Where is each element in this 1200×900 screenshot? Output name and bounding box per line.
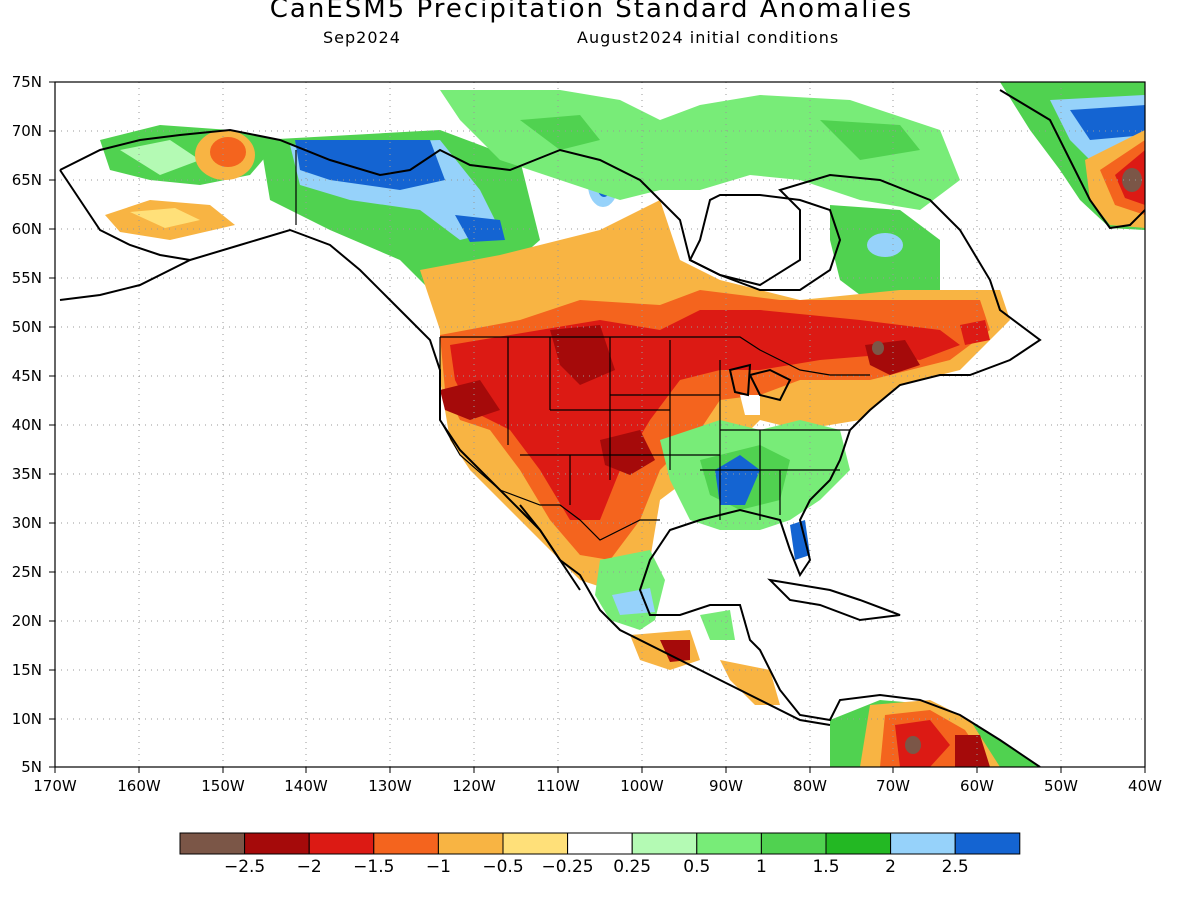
lat-label: 30N	[12, 514, 42, 532]
colorbar-swatch	[954, 832, 1021, 855]
lat-label: 15N	[12, 661, 42, 679]
colorbar-swatch	[825, 832, 892, 855]
lon-label: 150W	[201, 777, 245, 795]
longitude-labels: 170W 160W 150W 140W 130W 120W 110W 100W …	[33, 777, 1162, 795]
colorbar-swatch	[373, 832, 439, 855]
colorbar-label: −2.5	[224, 857, 265, 877]
lat-label: 10N	[12, 710, 42, 728]
colorbar-label: −1	[426, 857, 451, 877]
political-borders	[295, 150, 870, 541]
lon-label: 40W	[1128, 777, 1162, 795]
colorbar-swatch	[502, 832, 569, 855]
colorbar-swatch	[179, 832, 246, 855]
colorbar-label: −0.5	[482, 857, 523, 877]
lat-label: 70N	[12, 122, 42, 140]
lon-label: 160W	[117, 777, 161, 795]
lon-label: 120W	[452, 777, 496, 795]
lat-label: 60N	[12, 220, 42, 238]
lon-label: 60W	[960, 777, 994, 795]
lon-label: 110W	[536, 777, 580, 795]
colorbar-swatch	[244, 832, 310, 855]
lat-label: 40N	[12, 416, 42, 434]
lon-label: 70W	[876, 777, 910, 795]
lat-label: 20N	[12, 612, 42, 630]
axis-ticks	[49, 81, 1146, 773]
colorbar-swatch	[437, 832, 504, 855]
forecast-month: Sep2024	[323, 28, 401, 47]
lat-label: 55N	[12, 269, 42, 287]
colorbar-label: 1	[756, 857, 767, 877]
colorbar-swatch	[890, 832, 956, 855]
colorbar-swatch	[567, 832, 633, 855]
colorbar: −2.5 −2 −1.5 −1 −0.5 −0.25 0.25 0.5 1 1.5 2 2.5	[179, 832, 1021, 877]
lon-label: 170W	[33, 777, 77, 795]
lat-label: 25N	[12, 563, 42, 581]
map-title: CanESM5 Precipitation Standard Anomalies	[269, 0, 914, 24]
colorbar-swatch	[760, 832, 827, 855]
colorbar-label: −2	[297, 857, 322, 877]
latitude-labels: 75N 70N 65N 60N 55N 50N 45N 40N 35N 30N …	[12, 73, 42, 776]
colorbar-label: 2.5	[942, 857, 969, 877]
lon-label: 80W	[793, 777, 827, 795]
graticule	[55, 82, 1145, 767]
lat-label: 45N	[12, 367, 42, 385]
lat-label: 75N	[12, 73, 42, 91]
colorbar-label: −0.25	[542, 857, 594, 877]
colorbar-label: 0.5	[683, 857, 710, 877]
colorbar-label: 0.25	[613, 857, 651, 877]
colorbar-swatch	[308, 832, 375, 855]
colorbar-label: 2	[885, 857, 896, 877]
colorbar-label: −1.5	[353, 857, 394, 877]
colorbar-swatch	[631, 832, 698, 855]
lat-label: 5N	[21, 758, 42, 776]
lat-label: 35N	[12, 465, 42, 483]
colorbar-swatch	[696, 832, 762, 855]
lon-label: 140W	[284, 777, 328, 795]
lon-label: 130W	[368, 777, 412, 795]
lat-label: 65N	[12, 171, 42, 189]
lon-label: 50W	[1044, 777, 1078, 795]
coastlines	[59, 89, 1145, 767]
anomaly-field	[100, 82, 1145, 767]
lat-label: 50N	[12, 318, 42, 336]
colorbar-label: 1.5	[812, 857, 839, 877]
lon-label: 90W	[709, 777, 743, 795]
initial-conditions: August2024 initial conditions	[577, 28, 840, 47]
lon-label: 100W	[620, 777, 664, 795]
